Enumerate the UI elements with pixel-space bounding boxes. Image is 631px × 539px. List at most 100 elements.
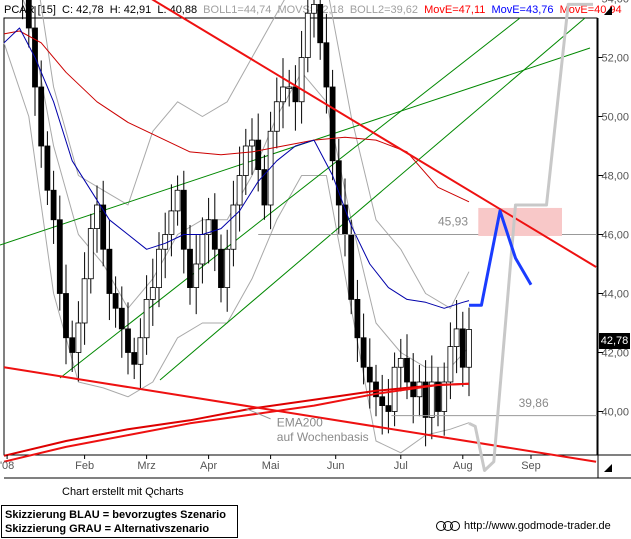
price-bar-body: [435, 381, 441, 412]
price-bar-body: [354, 298, 361, 339]
x-tick-label: '08: [0, 460, 14, 472]
header-close: C: 42,78: [62, 4, 104, 16]
scroll-arrow-icon[interactable]: [604, 464, 612, 472]
axis-ticks: 40,00 42,00 44,00 46,00 48,00 50,00 52,00 54,00…: [0, 0, 629, 472]
price-bar-body: [56, 219, 63, 294]
scenario-legend: Skizzierung BLAU = bevorzugtes Szenario …: [1, 505, 238, 538]
price-bar-body: [311, 4, 317, 14]
last-price-tag: 42,78: [599, 333, 630, 349]
price-bar-body: [459, 328, 466, 368]
price-bar-body: [385, 405, 392, 412]
x-tick-label: Mrz: [137, 460, 155, 472]
y-tick-label: 52,00: [601, 53, 629, 65]
price-bar-body: [404, 357, 410, 383]
price-bar-body: [422, 381, 429, 418]
price-bar-body: [180, 189, 187, 250]
y-tick-label: 44,00: [601, 289, 629, 301]
price-bar-body: [100, 204, 107, 250]
price-bar-body: [335, 160, 342, 206]
ema200-label: EMA200: [277, 415, 323, 429]
price-bar-body: [143, 298, 150, 339]
price-bar-body: [298, 57, 305, 103]
price-bar-body: [428, 381, 435, 418]
x-tick-label: Aug: [453, 460, 473, 472]
chart-credit: Chart erstellt mit Qcharts: [62, 486, 184, 498]
price-bar-body: [441, 381, 448, 412]
price-bar-body: [224, 248, 231, 288]
price-bar-body: [249, 139, 255, 147]
move-red-line: [3, 30, 470, 203]
price-bar-body: [304, 12, 311, 58]
price-bar-body: [416, 381, 423, 398]
channel-line: [159, 17, 586, 381]
trendline-support: [3, 366, 597, 463]
price-bar-body: [106, 248, 113, 294]
price-bar-body: [211, 219, 218, 250]
price-bar-body: [87, 228, 94, 280]
price-bar-body: [317, 4, 324, 44]
y-tick-label: 42,00: [601, 348, 629, 360]
resistance-label: 45,93: [438, 215, 468, 229]
corner-arrow-icon: [604, 6, 612, 15]
y-tick-label: 54,00: [601, 0, 629, 6]
website-link[interactable]: http://www.godmode-trader.de: [436, 520, 611, 532]
price-bar-body: [286, 86, 293, 89]
bollinger-lower-line: [3, 42, 470, 454]
support-label: 39,86: [519, 396, 549, 410]
bollinger-bands: [3, 0, 470, 454]
header-move-47: MovE=47,11: [424, 4, 485, 16]
website-url[interactable]: http://www.godmode-trader.de: [464, 520, 611, 532]
price-bar-body: [218, 248, 224, 288]
move-blue-line: [3, 27, 470, 309]
header-movs: MOVS=42,18: [277, 4, 343, 16]
channel-line: [59, 17, 521, 379]
price-bar-body: [75, 322, 82, 353]
x-tick-label: Jul: [394, 460, 408, 472]
price-bar-body: [230, 204, 237, 250]
price-bar-body: [63, 293, 69, 339]
header-boll1: BOLL1=44,74: [203, 4, 271, 16]
legend-grey: Skizzierung GRAU = Alternativszenario: [5, 523, 210, 535]
price-bar-body: [397, 357, 404, 368]
price-bar-body: [280, 86, 286, 103]
price-bar-body: [162, 234, 169, 250]
scenario-grey-line: [468, 2, 593, 472]
x-tick-label: Apr: [200, 460, 217, 472]
price-bar-body: [348, 234, 355, 300]
price-bar-body: [156, 248, 162, 288]
price-bar-body: [373, 381, 379, 398]
x-tick-label: Feb: [75, 460, 94, 472]
price-bar-body: [255, 139, 262, 171]
price-bar-body: [25, 0, 32, 29]
trendline-resistance: [151, 0, 597, 268]
price-bar-body: [118, 307, 125, 330]
y-tick-label: 50,00: [601, 112, 629, 124]
scenarios: [468, 2, 593, 472]
x-tick-label: Mai: [262, 460, 280, 472]
header-high: H: 42,91: [110, 4, 152, 16]
price-bar-body: [329, 86, 336, 162]
price-bar-body: [366, 366, 373, 383]
y-tick-label: 46,00: [601, 230, 629, 242]
price-bar-body: [242, 145, 249, 176]
x-tick-label: Sep: [521, 460, 541, 472]
price-bar-body: [466, 329, 472, 368]
price-bar-body: [174, 189, 181, 212]
price-bar-body: [168, 210, 175, 235]
bollinger-upper-line: [39, 0, 470, 309]
ema200-sublabel: auf Wochenbasis: [277, 430, 369, 444]
price-bar-body: [149, 287, 156, 300]
price-bar-body: [360, 337, 367, 368]
price-bar-body: [125, 328, 131, 353]
moving-averages: [3, 27, 470, 457]
price-bar-body: [273, 101, 280, 132]
price-bar-body: [38, 86, 45, 147]
price-bar-body: [236, 175, 243, 206]
header-boll2: BOLL2=39,62: [350, 4, 418, 16]
price-bar-body: [261, 169, 268, 206]
price-bar-body: [50, 189, 57, 221]
movs-line: [22, 0, 470, 368]
price-bar-body: [112, 293, 119, 309]
